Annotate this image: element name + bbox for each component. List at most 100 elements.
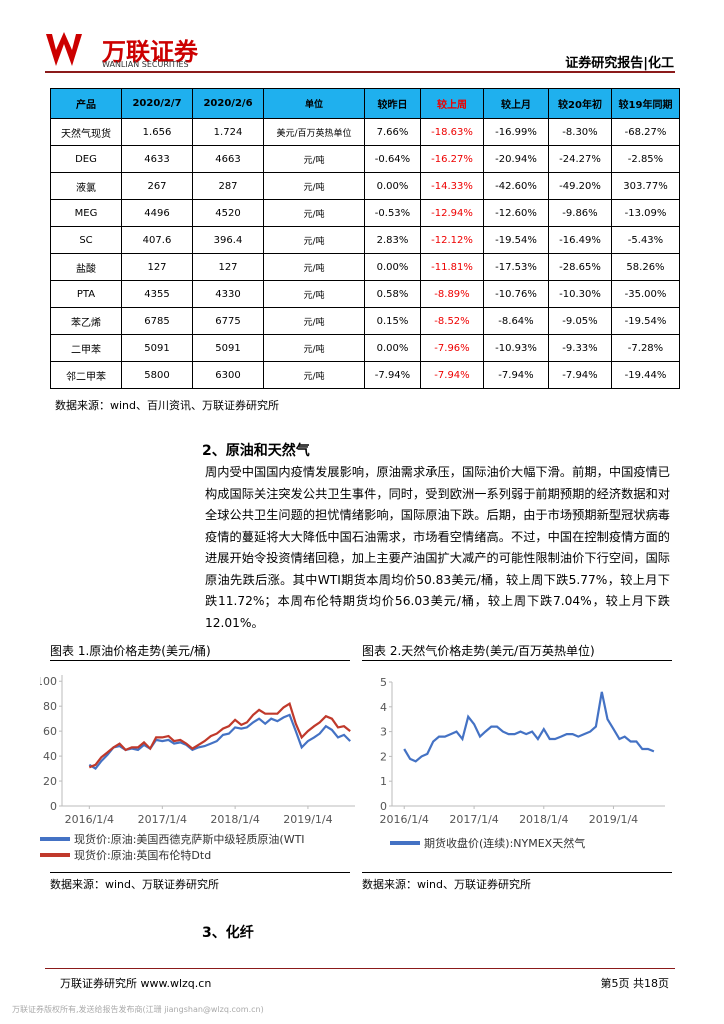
table-cell: -2.85% (611, 145, 680, 173)
y-tick-label: 60 (43, 725, 57, 738)
table-cell: -68.27% (611, 118, 680, 146)
table-row: 液氯 267 287 元/吨 0.00% -14.33% -42.60% -49.20% 303… (50, 172, 680, 200)
source: 数据来源：wind、万联证券研究所 (50, 872, 350, 892)
table-cell: 407.6 (121, 226, 193, 254)
table-cell: 0.15% (364, 307, 421, 335)
x-tick-label: 2017/1/4 (449, 813, 498, 826)
footer-rule (45, 968, 675, 969)
chart: 0 1 2 3 4 5 2016/1/4 2017/1/4 2018/1/4 2019/1/4 期货… (380, 676, 665, 850)
table-cell: -0.64% (364, 145, 421, 173)
table-cell: 4663 (192, 145, 264, 173)
y-tick-label: 4 (380, 701, 387, 714)
legend-label: 现货价:原油:美国西德克萨斯中级轻质原油(WTI (74, 832, 305, 846)
table-cell: 元/吨 (263, 172, 365, 200)
table-cell: 元/吨 (263, 280, 365, 308)
x-tick-label: 2017/1/4 (138, 813, 187, 826)
table-cell: 元/吨 (263, 361, 365, 389)
table-cell: 4633 (121, 145, 193, 173)
table-cell: 267 (121, 172, 193, 200)
table-cell: -18.63% (420, 118, 484, 146)
table-cell: -35.00% (611, 280, 680, 308)
section-heading: 2、原油和天然气 (202, 443, 310, 459)
table-cell: 58.26% (611, 253, 680, 281)
table-cell: 287 (192, 172, 264, 200)
table-cell: 较19年同期 (611, 88, 680, 119)
x-tick-label: 2016/1/4 (380, 813, 429, 826)
logo-name: 万联证券 (102, 38, 198, 66)
table-cell: 4520 (192, 199, 264, 227)
table-cell: -7.96% (420, 334, 484, 362)
table-cell: 元/吨 (263, 334, 365, 362)
x-tick-label: 2016/1/4 (65, 813, 114, 826)
table-cell: SC (50, 226, 122, 254)
table-cell: -19.54% (611, 307, 680, 335)
table-cell: -16.49% (548, 226, 612, 254)
table-cell: -17.53% (483, 253, 549, 281)
logo-en: WANLIAN SECURITIES (102, 60, 189, 69)
section-heading: 3、化纤 (202, 925, 254, 941)
y-tick-label: 2 (380, 750, 387, 763)
y-tick-label: 3 (380, 726, 387, 739)
legend-label: 期货收盘价(连续):NYMEX天然气 (424, 836, 585, 850)
chart: 0 20 40 60 80 100 2016/1/4 2017/1/4 2018/1/4 2019… (40, 675, 355, 862)
table-cell: 6785 (121, 307, 193, 335)
table-cell: 4496 (121, 199, 193, 227)
table-cell: PTA (50, 280, 122, 308)
logo-mark (46, 32, 82, 66)
report-type: 证券研究报告|化工 (565, 56, 674, 71)
table-cell: 元/吨 (263, 145, 365, 173)
paragraph: 周内受中国国内疫情发展影响，原油需求承压，国际油价大幅下滑。前期，中国疫情已构成… (205, 465, 670, 630)
table-cell: 单位 (263, 88, 365, 119)
table-cell: 邻二甲苯 (50, 361, 122, 389)
x-tick-label: 2019/1/4 (589, 813, 638, 826)
table-cell: -19.54% (483, 226, 549, 254)
table-cell: -14.33% (420, 172, 484, 200)
y-tick-label: 0 (50, 800, 57, 813)
table-cell: -42.60% (483, 172, 549, 200)
table-cell: 盐酸 (50, 253, 122, 281)
table-cell: -10.30% (548, 280, 612, 308)
table-cell: 元/吨 (263, 199, 365, 227)
table-cell: -7.94% (364, 361, 421, 389)
table-cell: -7.28% (611, 334, 680, 362)
table-row: DEG 4633 4663 元/吨 -0.64% -16.27% -20.94% -24.27… (50, 145, 680, 173)
table-cell: -11.81% (420, 253, 484, 281)
table-cell: -12.12% (420, 226, 484, 254)
table-cell: 2020/2/6 (192, 88, 264, 119)
table-cell: 127 (121, 253, 193, 281)
header-rule (45, 71, 675, 73)
table-cell: -16.99% (483, 118, 549, 146)
y-tick-label: 1 (380, 775, 387, 788)
table-cell: -28.65% (548, 253, 612, 281)
table-cell: -8.64% (483, 307, 549, 335)
page-number: 第5页 共18页 (600, 977, 670, 990)
table-cell: 产品 (50, 88, 122, 119)
table-row: 邻二甲苯 5800 6300 元/吨 -7.94% -7.94% -7.94% -7.94% -… (50, 361, 680, 389)
y-tick-label: 40 (43, 750, 57, 763)
table-row: 苯乙烯 6785 6775 元/吨 0.15% -8.52% -8.64% -9.05% -19… (50, 307, 680, 335)
line-series (88, 702, 351, 769)
table-cell: 较昨日 (364, 88, 421, 119)
table-cell: 1.656 (121, 118, 193, 146)
table-cell: 5091 (192, 334, 264, 362)
figure-title: 图表 1.原油价格走势(美元/桶) (50, 642, 350, 661)
line-series (403, 691, 655, 763)
table-cell: 303.77% (611, 172, 680, 200)
table-cell: 5800 (121, 361, 193, 389)
figure-title: 图表 2.天然气价格走势(美元/百万英热单位) (362, 642, 672, 661)
line-series (88, 713, 351, 771)
table-cell: -49.20% (548, 172, 612, 200)
x-tick-label: 2018/1/4 (519, 813, 568, 826)
table-cell: 元/吨 (263, 253, 365, 281)
table-row: SC 407.6 396.4 元/吨 2.83% -12.12% -19.54% -16.49… (50, 226, 680, 254)
table-cell: -19.44% (611, 361, 680, 389)
table-cell: -7.94% (548, 361, 612, 389)
table-cell: -12.60% (483, 199, 549, 227)
table-cell: -9.86% (548, 199, 612, 227)
table-row: MEG 4496 4520 元/吨 -0.53% -12.94% -12.60% -9.86%… (50, 199, 680, 227)
table-cell: 6775 (192, 307, 264, 335)
table-row: 产品 2020/2/7 2020/2/6 单位 较昨日 较上周 较上月 较20年初 较19年同期 (50, 88, 680, 119)
table-cell: 7.66% (364, 118, 421, 146)
table-cell: 4355 (121, 280, 193, 308)
table-cell: 127 (192, 253, 264, 281)
